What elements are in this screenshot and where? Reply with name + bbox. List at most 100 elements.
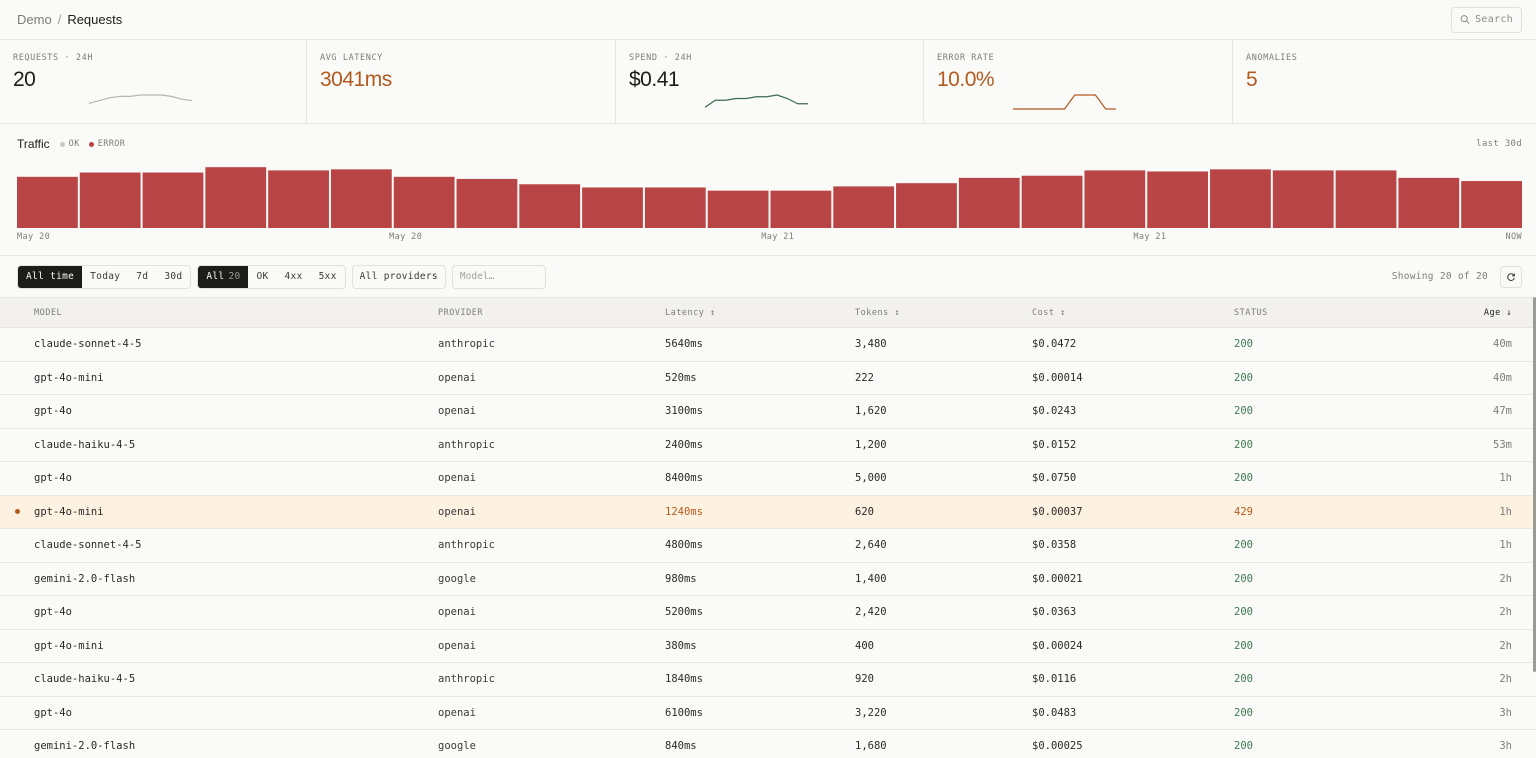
cell-cost: $0.00025 — [1032, 740, 1083, 753]
col-status: STATUS — [1234, 307, 1268, 318]
table-row[interactable]: gpt-4o-mini openai 520ms 222 $0.00014 200 40m — [0, 362, 1536, 395]
traffic-bar[interactable] — [519, 184, 581, 228]
traffic-bar[interactable] — [268, 170, 329, 228]
table-row[interactable]: gemini-2.0-flash google 980ms 1,400 $0.00021… — [0, 563, 1536, 596]
traffic-bar[interactable] — [1461, 181, 1522, 228]
col-latency-sort[interactable]: Latency ↕ — [665, 307, 716, 318]
traffic-bar[interactable] — [1021, 175, 1083, 228]
table-row[interactable]: gpt-4o openai 3100ms 1,620 $0.0243 200 47m — [0, 395, 1536, 429]
traffic-bar[interactable] — [456, 178, 518, 228]
traffic-bar[interactable] — [833, 186, 895, 228]
table-row[interactable]: gpt-4o openai 6100ms 3,220 $0.0483 200 3h — [0, 697, 1536, 730]
model-filter-input[interactable] — [451, 264, 546, 289]
x-tick-label: NOW — [1505, 232, 1522, 242]
error-indicator — [0, 509, 34, 515]
cell-latency: 8400ms — [665, 472, 703, 485]
traffic-bar[interactable] — [393, 176, 455, 228]
top-bar: Demo / Requests Search — [0, 0, 1536, 40]
cell-provider: anthropic — [438, 539, 495, 552]
table-row[interactable]: gpt-4o-mini openai 1240ms 620 $0.00037 429 1h — [0, 495, 1536, 529]
cell-latency: 5640ms — [665, 338, 703, 351]
col-model: MODEL — [34, 307, 63, 318]
traffic-bar[interactable] — [1398, 177, 1460, 228]
col-tokens-sort[interactable]: Tokens ↕ — [855, 307, 900, 318]
traffic-bar[interactable] — [582, 187, 643, 228]
col-cost-sort[interactable]: Cost ↕ — [1032, 307, 1066, 318]
cell-cost: $0.0363 — [1032, 606, 1077, 619]
cell-cost: $0.00021 — [1032, 572, 1083, 585]
traffic-bar[interactable] — [707, 190, 769, 228]
stat-value: 5 — [1246, 68, 1258, 91]
traffic-bar[interactable] — [79, 172, 141, 228]
traffic-bar[interactable] — [958, 177, 1020, 228]
cell-provider: anthropic — [438, 673, 495, 686]
cell-provider: anthropic — [438, 438, 495, 451]
sparkline-path — [89, 94, 192, 104]
traffic-bar[interactable] — [1084, 170, 1146, 228]
status-filter-all-label: All — [206, 271, 225, 282]
traffic-bar[interactable] — [896, 183, 957, 228]
status-filter-5xx[interactable]: 5xx — [318, 271, 337, 282]
spend-sparkline — [705, 94, 808, 108]
error-dot — [14, 509, 20, 515]
cell-provider: openai — [438, 706, 476, 719]
status-filter-all-count: 20 — [228, 271, 241, 282]
time-filter-today[interactable]: Today — [90, 271, 121, 282]
x-tick-label: May 20 — [17, 232, 51, 242]
cell-tokens: 1,200 — [855, 438, 887, 451]
cell-status: 200 — [1234, 539, 1253, 552]
traffic-bar[interactable] — [330, 169, 392, 228]
cell-latency: 2400ms — [665, 438, 703, 451]
cell-model: claude-haiku-4-5 — [34, 673, 136, 686]
traffic-bar[interactable] — [1335, 170, 1397, 228]
traffic-bar[interactable] — [17, 176, 78, 228]
col-age-sort[interactable]: Age ↓ — [1483, 307, 1512, 318]
time-filter-7d[interactable]: 7d — [136, 271, 149, 282]
table-scrollbar[interactable] — [1533, 297, 1536, 672]
stat-requests: REQUESTS · 24H 20 — [0, 40, 307, 123]
table-row[interactable]: claude-sonnet-4-5 anthropic 4800ms 2,640 $0.… — [0, 529, 1536, 563]
status-filter-4xx[interactable]: 4xx — [284, 271, 303, 282]
table-row[interactable]: gpt-4o-mini openai 380ms 400 $0.00024 200 2h — [0, 630, 1536, 663]
time-filter-all[interactable]: All time — [18, 265, 83, 288]
breadcrumb-demo[interactable]: Demo — [17, 12, 52, 27]
cell-status: 200 — [1234, 673, 1253, 686]
cell-model: gpt-4o-mini — [34, 371, 104, 384]
provider-select[interactable]: All providers — [351, 264, 446, 289]
breadcrumb-separator: / — [57, 12, 62, 27]
traffic-bar[interactable] — [205, 167, 267, 228]
stat-spend: SPEND · 24H $0.41 — [616, 40, 924, 123]
table-row[interactable]: claude-haiku-4-5 anthropic 1840ms 920 $0.011… — [0, 663, 1536, 697]
table-header: MODEL PROVIDER Latency ↕ Tokens ↕ Cost ↕… — [0, 298, 1536, 328]
traffic-bar[interactable] — [770, 190, 832, 228]
status-filter-ok[interactable]: OK — [256, 271, 269, 282]
cell-tokens: 920 — [855, 673, 874, 686]
table-row[interactable]: claude-sonnet-4-5 anthropic 5640ms 3,480 $0.… — [0, 328, 1536, 362]
cell-cost: $0.0243 — [1032, 405, 1077, 418]
table-row[interactable]: claude-haiku-4-5 anthropic 2400ms 1,200 $0.0… — [0, 429, 1536, 462]
traffic-bar[interactable] — [1147, 171, 1209, 228]
search-button[interactable]: Search — [1451, 6, 1522, 33]
x-tick-label: May 21 — [1133, 232, 1167, 242]
time-filter-30d[interactable]: 30d — [164, 271, 183, 282]
cell-latency: 3100ms — [665, 405, 703, 418]
sparkline-path — [705, 94, 808, 108]
stat-label: ANOMALIES — [1246, 53, 1298, 63]
table-row[interactable]: gpt-4o openai 5200ms 2,420 $0.0363 200 2h — [0, 596, 1536, 630]
refresh-button[interactable] — [1500, 265, 1522, 288]
cell-model: claude-haiku-4-5 — [34, 438, 136, 451]
traffic-bar[interactable] — [644, 187, 706, 228]
cell-tokens: 400 — [855, 639, 874, 652]
table-row[interactable]: gpt-4o openai 8400ms 5,000 $0.0750 200 1h — [0, 462, 1536, 496]
legend-error: ERROR — [88, 139, 126, 149]
stat-label: ERROR RATE — [937, 53, 995, 63]
table-row[interactable]: gemini-2.0-flash google 840ms 1,680 $0.00025… — [0, 730, 1536, 758]
traffic-bar[interactable] — [1210, 169, 1271, 228]
stats-row: REQUESTS · 24H 20 AVG LATENCY 3041ms SPE… — [0, 40, 1536, 124]
cell-age: 53m — [1493, 438, 1512, 451]
traffic-bar[interactable] — [1272, 170, 1334, 228]
traffic-bar[interactable] — [142, 172, 204, 228]
status-filter-all[interactable]: All 20 — [198, 265, 249, 288]
cell-provider: openai — [438, 606, 476, 619]
traffic-legend: OK ERROR — [59, 139, 126, 149]
